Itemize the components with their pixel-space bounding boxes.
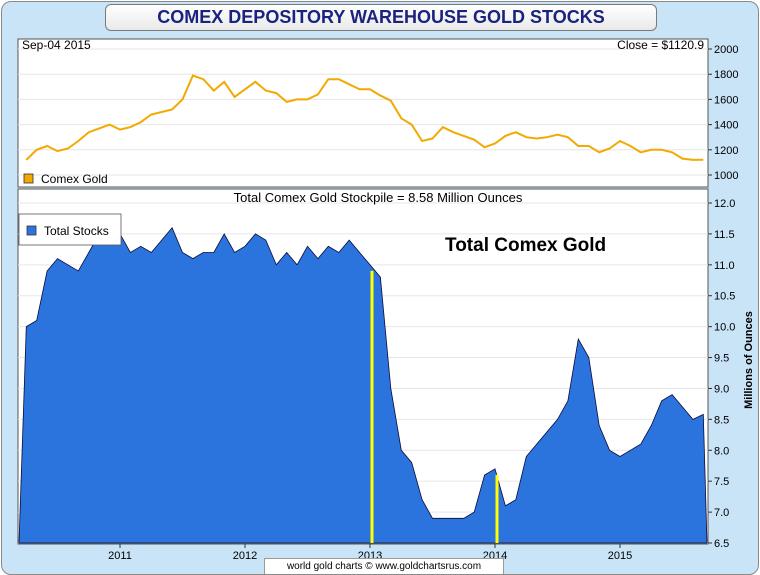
stocks-legend-swatch <box>26 225 37 236</box>
stock-y-tick-label: 7.5 <box>714 476 729 488</box>
gold-y-tick-label: 2000 <box>714 44 738 56</box>
highlight-markers <box>370 270 499 543</box>
stock-x-tick-label: 2012 <box>233 550 257 562</box>
stock-y-tick-label: 6.5 <box>714 538 729 550</box>
total-stocks-area <box>18 226 708 544</box>
stock-y-tick-label: 8.0 <box>714 445 729 457</box>
close-label: Close = $1120.9 <box>617 38 704 52</box>
gold-price-y-axis: 2000 1800 1600 1400 1200 1000 <box>708 44 738 182</box>
chart-title: COMEX DEPOSITORY WAREHOUSE GOLD STOCKS <box>105 4 657 31</box>
stock-y-tick-label: 9.0 <box>714 383 729 395</box>
stock-y-tick-label: 8.5 <box>714 414 729 426</box>
source-footer: world gold charts © www.goldchartsrus.co… <box>264 558 504 574</box>
stock-y-tick-label: 7.0 <box>714 507 729 519</box>
stock-y-tick-label: 11.0 <box>714 260 735 272</box>
stockpile-y-axis-label: Millions of Ounces <box>743 311 755 409</box>
stockpile-annotation: Total Comex Gold <box>445 235 606 256</box>
stockpile-y-axis: 12.0 11.5 11.0 10.5 10.0 9.5 9.0 8.5 8.0 7.5 7.0 6.… <box>708 198 735 550</box>
gold-y-tick-label: 1000 <box>714 170 738 182</box>
stocks-legend-label: Total Stocks <box>44 224 109 238</box>
gold-y-tick-label: 1800 <box>714 69 738 81</box>
stock-y-tick-label: 10.0 <box>714 322 735 334</box>
stock-x-tick-label: 2011 <box>108 550 132 562</box>
gold-price-series-line <box>25 74 704 161</box>
gold-legend-label: Comex Gold <box>41 172 108 186</box>
stockpile-subtitle: Total Comex Gold Stockpile = 8.58 Millio… <box>234 190 523 205</box>
stock-x-tick-label: 2015 <box>608 550 632 562</box>
gold-y-tick-label: 1200 <box>714 145 738 157</box>
stock-y-tick-label: 11.5 <box>714 229 735 241</box>
gold-y-tick-label: 1400 <box>714 120 738 132</box>
stock-y-tick-label: 10.5 <box>714 291 735 303</box>
stock-y-tick-label: 12.0 <box>714 198 735 210</box>
stock-y-tick-label: 9.5 <box>714 353 729 365</box>
gold-price-panel <box>17 38 709 188</box>
gold-y-tick-label: 1600 <box>714 94 738 106</box>
gold-price-grid <box>18 48 708 176</box>
gold-legend-swatch <box>23 173 34 184</box>
date-label: Sep-04 2015 <box>22 38 91 52</box>
